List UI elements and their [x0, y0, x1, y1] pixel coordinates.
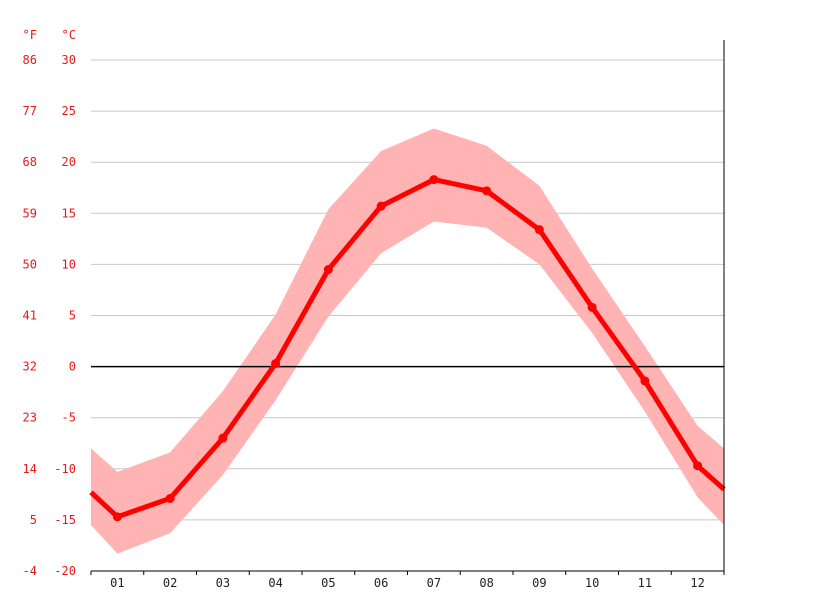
x-tick-labels: 01 02 03 04 05 06 07 08 09 10 11 12: [110, 576, 705, 590]
y-tick-celsius: -5: [62, 411, 76, 425]
temperature-points: [112, 175, 703, 522]
temperature-point: [429, 175, 439, 185]
x-tick-label: 06: [374, 576, 388, 590]
x-tick-label: 01: [110, 576, 124, 590]
x-tick-label: 10: [585, 576, 599, 590]
range-band-area: [91, 128, 724, 554]
temperature-point: [534, 225, 544, 235]
x-tick-label: 04: [268, 576, 282, 590]
x-tick-label: 05: [321, 576, 335, 590]
y-tick-celsius: 10: [62, 257, 76, 271]
x-tick-label: 02: [163, 576, 177, 590]
y-tick-fahrenheit: 77: [23, 104, 37, 118]
temperature-point: [323, 265, 333, 275]
y-tick-celsius: 15: [62, 206, 76, 220]
y-tick-celsius: 0: [69, 360, 76, 374]
x-tick-label: 12: [690, 576, 704, 590]
temperature-point: [218, 433, 228, 443]
celsius-unit-label: °C: [62, 28, 76, 42]
x-tick-label: 03: [216, 576, 230, 590]
y-tick-fahrenheit: 86: [23, 53, 37, 67]
temperature-point: [112, 512, 122, 522]
x-tick-label: 11: [638, 576, 652, 590]
y-tick-fahrenheit: -4: [23, 564, 37, 578]
y-tick-fahrenheit: 50: [23, 257, 37, 271]
fahrenheit-unit-label: °F: [23, 28, 37, 42]
y-tick-celsius: 25: [62, 104, 76, 118]
y-tick-fahrenheit: 68: [23, 155, 37, 169]
temperature-range-band: [91, 128, 724, 554]
x-tick-label: 09: [532, 576, 546, 590]
y-tick-celsius: 20: [62, 155, 76, 169]
temperature-point: [165, 493, 175, 503]
y-tick-fahrenheit: 23: [23, 411, 37, 425]
y-tick-celsius: 5: [69, 309, 76, 323]
y-tick-fahrenheit: 59: [23, 206, 37, 220]
y-tick-celsius: -20: [54, 564, 76, 578]
y-tick-fahrenheit: 5: [30, 513, 37, 527]
y-tick-celsius: 30: [62, 53, 76, 67]
temperature-series-line: [89, 177, 726, 520]
y-tick-fahrenheit: 41: [23, 309, 37, 323]
y-tick-fahrenheit: 32: [23, 360, 37, 374]
temperature-point: [693, 461, 703, 471]
y-tick-fahrenheit: 14: [23, 462, 37, 476]
temperature-point: [271, 359, 281, 369]
axes: [90, 40, 725, 575]
temperature-line: [89, 177, 726, 520]
y-tick-labels: 30 86 25 77 20 68 15 59 10 50 5 41 0 32 -5 23 -10 14 -15 5 -…: [23, 53, 76, 578]
x-tick-label: 07: [427, 576, 441, 590]
x-tick-label: 08: [479, 576, 493, 590]
y-tick-celsius: -15: [54, 513, 76, 527]
grid-lines: [91, 59, 724, 521]
temperature-point: [640, 376, 650, 386]
temperature-point: [482, 186, 492, 196]
temperature-point: [376, 201, 386, 211]
y-tick-celsius: -10: [54, 462, 76, 476]
temperature-point: [587, 302, 597, 312]
